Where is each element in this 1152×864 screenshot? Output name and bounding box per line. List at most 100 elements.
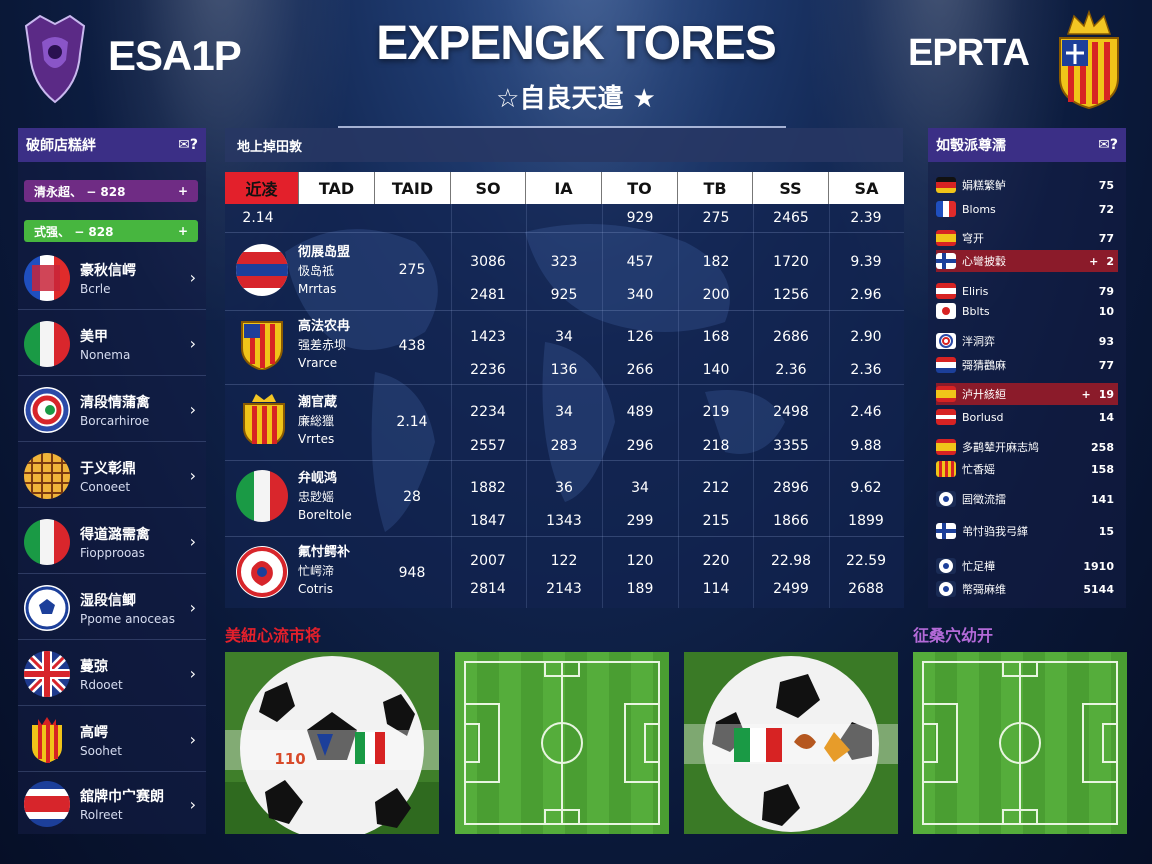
soccer-ball-photo[interactable]: [684, 652, 898, 834]
table-cell: 3355: [773, 438, 809, 454]
ranking-value: 1910: [1083, 559, 1114, 573]
ranking-name: 泸廾絯絙: [962, 388, 1006, 401]
table-cell: 36: [555, 480, 573, 496]
team-name-block[interactable]: 高法农冉 强差赤坝 Vrarce: [298, 318, 350, 372]
table-cell: 1256: [773, 287, 809, 303]
table-cell: 2.14: [242, 210, 274, 226]
team-name-alt: 强差赤坝: [298, 338, 347, 352]
table-cell: 34: [631, 480, 649, 496]
ranking-list-item[interactable]: 娟糕繁鲈 75: [936, 174, 1118, 196]
col-header[interactable]: SS: [753, 172, 829, 204]
floral-badge-icon: [236, 546, 288, 598]
soccer-ball-photo[interactable]: [225, 652, 439, 834]
ranking-list-item[interactable]: 忙香媱 158: [936, 458, 1118, 480]
table-cell: 2.36: [850, 362, 882, 378]
table-cell: 2.39: [850, 210, 882, 226]
ranking-list-item[interactable]: 弚忖驺我弓緙 15: [936, 520, 1118, 542]
ranking-list-item[interactable]: Eliris 79: [936, 280, 1118, 302]
team-list-item[interactable]: 美甲 Nonema ›: [18, 312, 206, 376]
team-name: 美甲: [80, 328, 108, 345]
col-header[interactable]: SA: [829, 172, 904, 204]
col-header[interactable]: IA: [526, 172, 602, 204]
filter-pill-green[interactable]: 式强、 − 828 +: [24, 220, 198, 242]
column-divider: [526, 204, 527, 608]
team-subname: Rolreet: [80, 808, 123, 822]
team-list-item[interactable]: 得道潞需禽 Fiopprooas ›: [18, 510, 206, 574]
ranking-list-item[interactable]: 多鹋辇开麻志鸠 258: [936, 436, 1118, 458]
team-name-block[interactable]: 氟忖鳄补 忙崿渧 Cotris: [298, 544, 350, 598]
ranking-value: 19: [1098, 387, 1114, 401]
section-label-right: 征桑穴幼开: [913, 626, 994, 645]
ranking-list-item[interactable]: 囩徵流擂 141: [936, 488, 1118, 510]
table-cell: 266: [626, 362, 654, 378]
table-cell: 122: [550, 553, 578, 569]
team-name: 彻展岛盟: [298, 245, 351, 260]
ranking-name: 多鹋辇开麻志鸠: [962, 441, 1039, 454]
add-icon[interactable]: +: [1089, 254, 1099, 268]
table-cell: 1882: [470, 480, 506, 496]
crest-logo-icon[interactable]: [1054, 8, 1124, 110]
ball-badge-icon: [24, 584, 70, 631]
col-header[interactable]: SO: [451, 172, 526, 204]
table-cell: 140: [702, 362, 730, 378]
team-list-item[interactable]: 豪秋信崿 Bcrle ›: [18, 246, 206, 310]
ranking-list-item[interactable]: 忙足樺 1910: [936, 555, 1118, 577]
team-list-item[interactable]: 于义彰鼎 Conoeet ›: [18, 444, 206, 508]
ranking-list-item[interactable]: 穹开 77: [936, 227, 1118, 249]
column-divider: [753, 204, 754, 608]
table-cell: 2688: [848, 581, 884, 597]
ranking-list-item[interactable]: 泮洞弈 93: [936, 330, 1118, 352]
pill-value: − 828: [74, 224, 114, 239]
ranking-list-item[interactable]: Bloms 72: [936, 198, 1118, 220]
chat-icon[interactable]: ✉?: [1098, 137, 1118, 153]
ranking-name: 弚忖驺我弓緙: [962, 525, 1028, 538]
table-cell: 212: [702, 480, 730, 496]
ranking-value: 75: [1098, 178, 1114, 192]
table-cell: 34: [555, 404, 573, 420]
ranking-list-item[interactable]: 心彎披穀 +2: [936, 250, 1118, 272]
team-name-block[interactable]: 彻展岛盟 忣岛祗 Mrrtas: [298, 244, 350, 298]
team-subname: Nonema: [80, 347, 131, 362]
team-subname: Conoeet: [80, 479, 131, 494]
col-header[interactable]: 近凌: [225, 172, 299, 204]
soccer-pitch-diagram[interactable]: [455, 652, 669, 834]
table-cell-tad: 275: [398, 262, 426, 278]
table-cell: 2234: [470, 404, 506, 420]
column-divider: [829, 204, 830, 608]
team-name-block[interactable]: 潮官蔵 廉総獵 Vrrtes: [298, 394, 337, 448]
team-list-item[interactable]: 湿段信鲫 Ppome anoceas ›: [18, 576, 206, 640]
team-list-item[interactable]: 蔓弶 Rdooet ›: [18, 642, 206, 706]
team-list-item[interactable]: 舘牌巾宀赛朗 Rolreet ›: [18, 772, 206, 836]
chat-icon[interactable]: ✉?: [178, 137, 198, 153]
table-cell: 2.90: [850, 329, 882, 345]
team-name: 弁岘鸿: [298, 471, 338, 486]
soccer-pitch-diagram[interactable]: [913, 652, 1127, 834]
add-icon[interactable]: +: [177, 224, 188, 238]
col-header[interactable]: TAID: [375, 172, 451, 204]
filter-pill-purple[interactable]: 清永超、 − 828 +: [24, 180, 198, 202]
chevron-right-icon: ›: [189, 268, 196, 287]
add-icon[interactable]: +: [1081, 387, 1091, 401]
table-cell-tad: 948: [398, 565, 426, 581]
ranking-list-item[interactable]: 泸廾絯絙 +19: [936, 383, 1118, 405]
team-name: 舘牌巾宀赛朗: [80, 789, 164, 805]
col-header[interactable]: TAD: [299, 172, 375, 204]
flag-icon: [936, 409, 956, 425]
col-header[interactable]: TB: [678, 172, 753, 204]
table-cell: 9.88: [850, 438, 882, 454]
ranking-value: 10: [1098, 304, 1114, 318]
ranking-list-item[interactable]: Borlusd 14: [936, 406, 1118, 428]
team-list-item[interactable]: 高崿 Soohet ›: [18, 708, 206, 772]
team-list-item[interactable]: 清段情蒲禽 Borcarhiroe ›: [18, 378, 206, 442]
col-header[interactable]: TO: [602, 172, 678, 204]
league-logo-icon[interactable]: [20, 14, 90, 104]
ranking-list-item[interactable]: Bblts 10: [936, 300, 1118, 322]
flag-icon: [936, 581, 956, 597]
ranking-list-item[interactable]: 彁猜鸛麻 77: [936, 354, 1118, 376]
team-name-block[interactable]: 弁岘鸿 忠尟媱 Boreltole: [298, 470, 352, 524]
add-icon[interactable]: +: [177, 184, 188, 198]
ranking-list-item[interactable]: 幣彁麻维 5144: [936, 578, 1118, 600]
table-cell: 1720: [773, 254, 809, 270]
flag-icon: [936, 357, 956, 373]
right-sidebar: [928, 128, 1126, 608]
